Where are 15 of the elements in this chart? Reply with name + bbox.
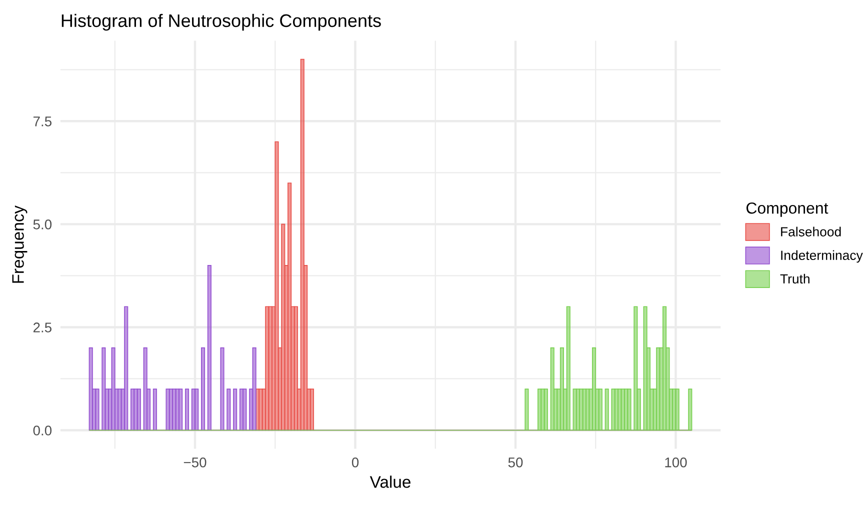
y-tick-label: 7.5 bbox=[33, 116, 52, 126]
legend-label: Truth bbox=[780, 274, 810, 284]
x-tick-label: 50 bbox=[508, 458, 523, 468]
legend-title: Component bbox=[746, 202, 828, 217]
x-tick-label: 0 bbox=[352, 458, 359, 468]
legend-label: Indeterminacy bbox=[781, 250, 863, 263]
y-tick-label: 2.5 bbox=[33, 322, 52, 332]
y-tick-label: 5.0 bbox=[33, 220, 52, 230]
legend-label: Falsehood bbox=[781, 226, 841, 236]
y-axis-title: Frequency bbox=[12, 205, 28, 283]
x-axis-title: Value bbox=[370, 476, 410, 488]
x-tick-label: −50 bbox=[184, 458, 206, 468]
chart-title: Histogram of Neutrosophic Components bbox=[62, 14, 381, 31]
y-tick-label: 0.0 bbox=[33, 426, 52, 436]
x-tick-label: 100 bbox=[665, 458, 687, 468]
